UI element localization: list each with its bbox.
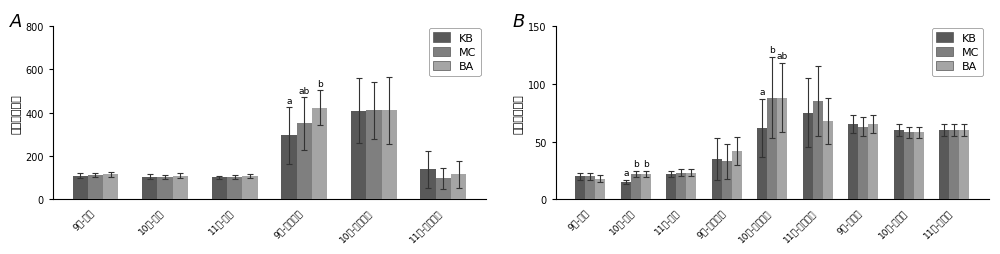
Bar	[157, 177, 173, 200]
Bar	[858, 127, 868, 200]
Bar	[712, 159, 722, 200]
Bar	[676, 173, 686, 200]
Y-axis label: 黄芩地下部分: 黄芩地下部分	[514, 93, 524, 133]
Bar	[420, 169, 436, 200]
Bar	[142, 177, 157, 200]
Text: ab: ab	[299, 87, 310, 96]
Bar	[595, 179, 605, 200]
Bar	[227, 177, 242, 200]
Bar	[894, 131, 904, 200]
Text: a: a	[759, 88, 765, 97]
Legend: KB, MC, BA: KB, MC, BA	[932, 29, 983, 77]
Bar	[382, 111, 397, 200]
Text: b: b	[317, 80, 322, 89]
Bar	[939, 131, 949, 200]
Text: ab: ab	[777, 52, 788, 61]
Bar	[242, 176, 258, 200]
Bar	[722, 162, 732, 200]
Text: b: b	[769, 46, 775, 55]
Bar	[281, 136, 297, 200]
Bar	[914, 133, 924, 200]
Bar	[312, 108, 327, 200]
Bar	[767, 98, 777, 200]
Bar	[366, 111, 382, 200]
Text: b: b	[633, 159, 639, 168]
Bar	[904, 133, 914, 200]
Bar	[641, 174, 651, 200]
Bar	[666, 174, 676, 200]
Bar	[959, 131, 969, 200]
Text: A: A	[9, 13, 22, 31]
Bar	[631, 174, 641, 200]
Bar	[621, 182, 631, 200]
Bar	[351, 112, 366, 200]
Bar	[813, 102, 823, 200]
Bar	[949, 131, 959, 200]
Bar	[848, 125, 858, 200]
Bar	[575, 177, 585, 200]
Bar	[777, 98, 787, 200]
Bar	[757, 128, 767, 200]
Y-axis label: 黄芩地上部分: 黄芩地上部分	[11, 93, 21, 133]
Bar	[823, 121, 833, 200]
Text: a: a	[623, 168, 629, 178]
Text: a: a	[286, 96, 292, 105]
Bar	[88, 175, 103, 200]
Bar	[585, 177, 595, 200]
Legend: KB, MC, BA: KB, MC, BA	[429, 29, 481, 77]
Text: b: b	[643, 159, 649, 168]
Bar	[173, 176, 188, 200]
Bar	[686, 173, 696, 200]
Bar	[451, 175, 466, 200]
Bar	[73, 176, 88, 200]
Bar	[436, 179, 451, 200]
Bar	[732, 151, 742, 200]
Text: B: B	[512, 13, 525, 31]
Bar	[868, 125, 878, 200]
Bar	[803, 113, 813, 200]
Bar	[297, 124, 312, 200]
Bar	[103, 175, 118, 200]
Bar	[212, 178, 227, 200]
